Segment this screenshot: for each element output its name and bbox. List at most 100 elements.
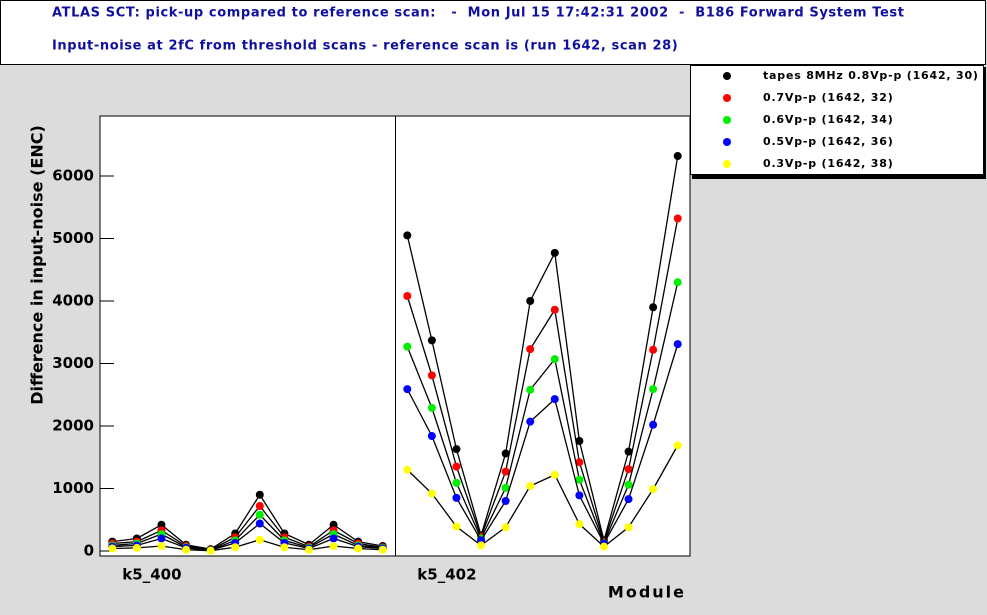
data-point — [329, 542, 338, 550]
data-point — [575, 475, 584, 484]
data-point — [624, 465, 633, 474]
data-point — [427, 432, 436, 440]
legend-marker — [723, 94, 731, 102]
data-point — [624, 495, 633, 504]
legend-marker — [723, 72, 731, 80]
data-point — [673, 340, 682, 349]
legend-label: 0.5Vp-p (1642, 36) — [763, 135, 894, 148]
data-point — [649, 420, 658, 429]
series-line — [406, 155, 679, 543]
legend-marker — [723, 138, 731, 146]
data-point — [157, 534, 166, 543]
data-point — [403, 292, 412, 300]
data-point — [403, 465, 412, 474]
data-point — [157, 520, 166, 529]
data-point — [255, 490, 264, 499]
series-line — [406, 218, 679, 544]
data-point — [452, 522, 461, 531]
series-line — [112, 504, 383, 551]
header-box — [0, 0, 986, 65]
series-line — [112, 522, 383, 552]
data-point — [501, 467, 510, 476]
data-point — [427, 371, 436, 380]
data-point — [304, 545, 313, 554]
data-point — [255, 510, 264, 519]
data-point — [255, 502, 264, 510]
x-axis-title: Module — [608, 583, 686, 602]
data-point — [182, 545, 191, 554]
data-point — [550, 395, 559, 404]
data-point — [477, 541, 486, 550]
data-point — [354, 544, 363, 553]
data-point — [452, 478, 461, 487]
data-point — [501, 483, 510, 492]
legend-label: tapes 8MHz 0.8Vp-p (1642, 30) — [763, 69, 979, 82]
data-point — [575, 437, 584, 445]
data-point — [403, 231, 412, 240]
data-point — [427, 403, 436, 412]
data-point — [526, 297, 535, 305]
data-point — [452, 462, 461, 471]
data-point — [673, 214, 682, 223]
data-point — [550, 355, 559, 364]
series-line — [406, 445, 679, 548]
data-point — [649, 385, 658, 394]
data-point — [673, 278, 682, 287]
legend-marker — [723, 116, 731, 124]
data-point — [329, 520, 338, 529]
legend-marker — [723, 160, 731, 168]
data-point — [255, 535, 264, 544]
data-point — [108, 544, 117, 553]
legend — [690, 65, 984, 175]
data-point — [550, 470, 559, 479]
data-point — [427, 489, 436, 498]
legend-label: 0.6Vp-p (1642, 34) — [763, 113, 894, 126]
data-point — [132, 543, 141, 552]
data-point — [526, 417, 535, 426]
data-point — [427, 336, 436, 345]
y-tick-label: 1000 — [52, 479, 94, 497]
data-point — [206, 546, 215, 555]
data-point — [501, 497, 510, 505]
data-point — [501, 523, 510, 532]
series-line — [406, 282, 679, 545]
y-tick-label: 3000 — [52, 354, 94, 372]
data-point — [624, 447, 633, 456]
data-point — [575, 520, 584, 529]
data-point — [550, 305, 559, 314]
series-line — [112, 513, 383, 551]
series-line — [406, 343, 679, 545]
y-tick-label: 0 — [84, 542, 94, 560]
chart-title: ATLAS SCT: pick-up compared to reference… — [52, 6, 905, 21]
data-point — [501, 449, 510, 458]
legend-label: 0.3Vp-p (1642, 38) — [763, 157, 894, 170]
y-tick-label: 2000 — [52, 417, 94, 435]
data-point — [329, 534, 338, 543]
data-point — [624, 523, 633, 532]
data-point — [550, 248, 559, 257]
data-point — [157, 542, 166, 550]
series-line — [112, 493, 383, 550]
y-axis-title: Difference in input-noise (ENC) — [28, 125, 47, 405]
data-point — [673, 441, 682, 450]
data-point — [526, 345, 535, 354]
data-point — [575, 491, 584, 500]
data-point — [452, 493, 461, 502]
data-point — [280, 543, 289, 552]
data-point — [649, 303, 658, 312]
data-point — [403, 385, 412, 394]
data-point — [649, 345, 658, 354]
data-point — [575, 458, 584, 467]
data-point — [526, 385, 535, 394]
y-tick-label: 5000 — [52, 229, 94, 247]
data-point — [673, 152, 682, 160]
data-point — [255, 519, 264, 528]
series-line — [112, 539, 383, 552]
x-tick-label: k5_402 — [417, 566, 476, 584]
x-tick-label: k5_400 — [122, 566, 181, 584]
data-point — [624, 480, 633, 489]
data-point — [452, 445, 461, 454]
data-point — [599, 542, 608, 551]
data-point — [231, 543, 240, 552]
